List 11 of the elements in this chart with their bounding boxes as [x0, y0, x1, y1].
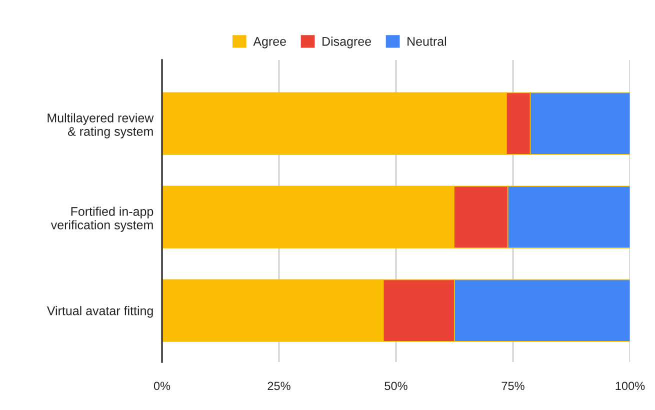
y-tick-label: Virtual avatar fitting: [46, 306, 153, 318]
x-tick-label: 75%: [502, 382, 524, 390]
legend-label: Neutral: [408, 36, 446, 46]
y-tick-label: Fortified in-app verification system: [50, 206, 154, 232]
x-tick-label: 50%: [384, 382, 408, 390]
x-tick-label: 100%: [616, 382, 645, 390]
legend-label: Agree: [253, 37, 286, 48]
y-tick-label: Multilayered review & rating system: [48, 113, 154, 138]
x-tick-label: 0%: [154, 382, 170, 390]
legend-label: Disagree: [322, 36, 371, 48]
x-tick-label: 25%: [268, 382, 290, 390]
